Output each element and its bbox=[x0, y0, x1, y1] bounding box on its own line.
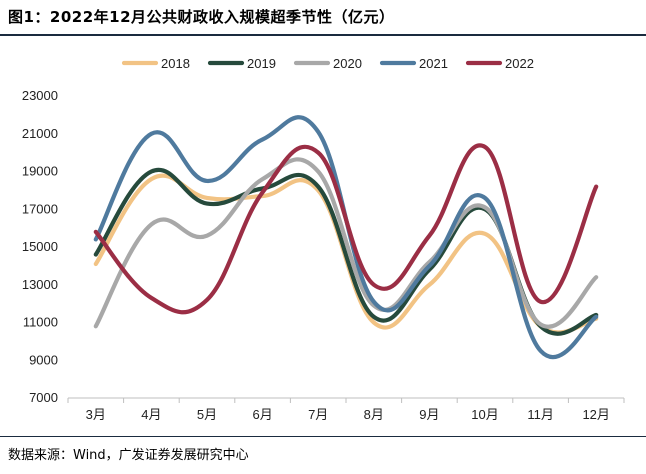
x-tick-label: 12月 bbox=[582, 407, 609, 422]
axes: 7000 9000 11000 13000 15000 17000 19000 21000 23… bbox=[22, 88, 625, 422]
x-tick-label: 8月 bbox=[364, 407, 384, 422]
series-line-2022 bbox=[93, 143, 599, 315]
legend-label: 2018 bbox=[161, 56, 190, 71]
chart-title: 图1：2022年12月公共财政收入规模超季节性（亿元） bbox=[8, 8, 395, 26]
x-tick-label: 7月 bbox=[308, 407, 328, 422]
footer-divider bbox=[0, 436, 646, 437]
legend-item-2022: 2022 bbox=[465, 56, 534, 71]
y-tick-label: 7000 bbox=[29, 390, 58, 405]
y-tick-label: 17000 bbox=[22, 201, 58, 216]
y-tick-label: 9000 bbox=[29, 352, 58, 367]
x-tick-label: 3月 bbox=[86, 407, 106, 422]
line-chart: 2018 2019 2020 2021 2022 7000 9000 11000 13000 1… bbox=[22, 56, 625, 422]
x-tick-label: 4月 bbox=[141, 407, 161, 422]
y-tick-label: 19000 bbox=[22, 164, 58, 179]
y-tick-label: 11000 bbox=[23, 315, 58, 330]
legend-item-2021: 2021 bbox=[379, 56, 448, 71]
x-tick-label: 9月 bbox=[419, 407, 439, 422]
x-tick-label: 5月 bbox=[197, 407, 217, 422]
legend-item-2019: 2019 bbox=[207, 56, 276, 71]
x-tick-label: 6月 bbox=[252, 407, 272, 422]
x-tick-label: 11月 bbox=[527, 407, 554, 422]
y-tick-label: 21000 bbox=[22, 126, 58, 141]
legend-item-2020: 2020 bbox=[293, 56, 362, 71]
legend-item-2018: 2018 bbox=[121, 56, 190, 71]
source-note: 数据来源：Wind，广发证券发展研究中心 bbox=[8, 448, 249, 463]
y-tick-label: 13000 bbox=[22, 277, 58, 292]
legend-label: 2019 bbox=[247, 56, 276, 71]
y-tick-label: 15000 bbox=[22, 239, 58, 254]
legend-label: 2021 bbox=[419, 56, 448, 71]
legend-label: 2022 bbox=[505, 56, 534, 71]
x-tick-label: 10月 bbox=[471, 407, 498, 422]
legend-label: 2020 bbox=[333, 56, 362, 71]
series-lines bbox=[93, 115, 599, 360]
legend: 2018 2019 2020 2021 2022 bbox=[121, 56, 534, 71]
title-divider bbox=[0, 34, 646, 36]
y-tick-label: 23000 bbox=[22, 88, 58, 103]
